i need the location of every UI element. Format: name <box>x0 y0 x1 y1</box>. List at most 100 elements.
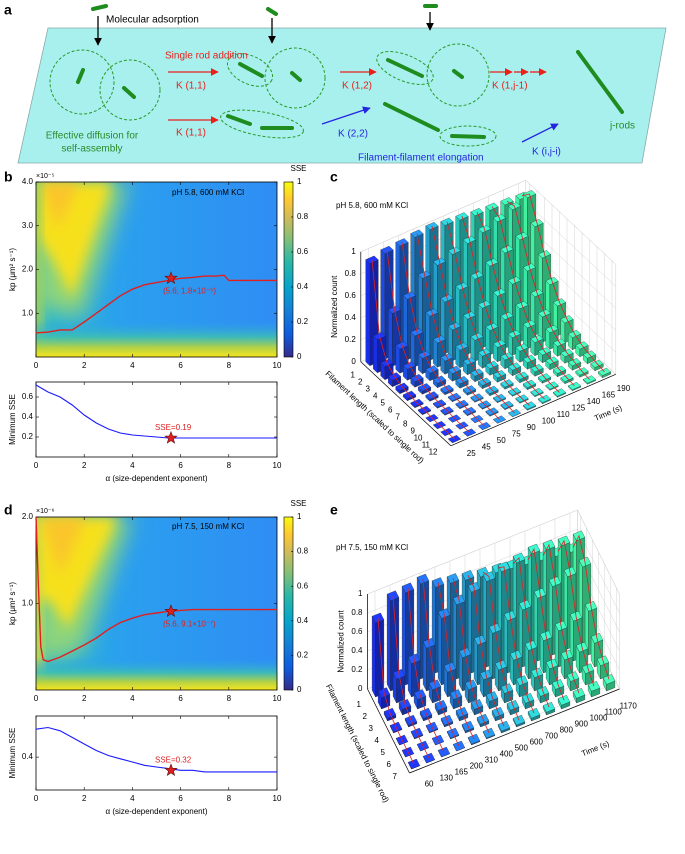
highlight-label: (5.6, 9.1×10⁻⁷) <box>163 619 216 628</box>
x-tick-label: 10 <box>273 794 282 803</box>
y-tick-label: 400 <box>500 749 514 758</box>
x-tick-label: 2 <box>82 361 87 370</box>
bar <box>575 341 589 358</box>
highlight-star <box>164 763 178 777</box>
data-line <box>35 384 277 439</box>
x-tick-label: 4 <box>373 392 378 401</box>
panel-label: b <box>4 169 13 185</box>
bar-face <box>422 641 427 692</box>
y-tick-label: 100 <box>542 416 556 425</box>
cluster-ellipse <box>226 53 274 87</box>
annotation: pH 5.8, 600 mM KCl <box>336 201 408 210</box>
x-tick-label: 3 <box>369 724 374 733</box>
diagram-label: Effective diffusion for <box>46 131 139 142</box>
y-tick-label: 310 <box>485 755 499 764</box>
x-tick-label: 2 <box>82 794 87 803</box>
bar <box>479 669 493 698</box>
bar-face <box>467 733 481 745</box>
bar <box>464 679 478 704</box>
x-tick-label: 8 <box>403 420 408 429</box>
bar-face <box>542 701 556 713</box>
rod <box>450 134 486 139</box>
bar <box>512 714 526 728</box>
y-tick-label: 1000 <box>590 713 608 722</box>
bar <box>581 663 595 686</box>
rate-label: K (1,1) <box>176 128 206 139</box>
bar-face <box>395 344 401 374</box>
z-tick-label: 1 <box>351 247 356 256</box>
bar <box>596 655 610 680</box>
highlight-star <box>164 604 178 618</box>
panel-label: c <box>330 169 338 185</box>
colorbar-tick-label: 0.2 <box>297 651 309 660</box>
colorbar-tick-label: 1 <box>297 177 302 186</box>
rod <box>576 50 624 114</box>
z-tick-label: 0.2 <box>345 335 357 344</box>
heatmap-image <box>36 517 277 690</box>
x-tick-label: 7 <box>393 772 398 781</box>
data-line <box>35 274 277 334</box>
y-tick-label: 4.0 <box>22 177 34 186</box>
grid-line <box>525 202 616 287</box>
bar-face <box>365 259 371 367</box>
y-tick-label: 75 <box>512 429 521 438</box>
cluster-ellipse <box>220 109 304 139</box>
z-tick-label: 0.6 <box>345 291 357 300</box>
fit-line <box>527 547 565 701</box>
highlight-label: SSE=0.32 <box>155 755 192 764</box>
bar-face <box>433 338 438 368</box>
x-tick-label: 4 <box>130 794 135 803</box>
bar <box>515 343 529 363</box>
y-tick-label: 2.0 <box>22 512 34 521</box>
colorbar-tick-label: 0.8 <box>297 212 309 221</box>
fit-line <box>407 587 445 753</box>
x-tick-label: 6 <box>178 694 183 703</box>
x-tick-label: 2 <box>82 461 87 470</box>
heatmap-image <box>36 182 277 357</box>
z-tick-label: 0.6 <box>351 627 363 636</box>
fit-line <box>437 582 475 740</box>
fit-line <box>452 578 490 734</box>
arrow <box>321 106 371 125</box>
x-tick-label: 1 <box>351 371 356 380</box>
bar-face <box>552 388 567 397</box>
plot-frame <box>35 381 278 458</box>
bar <box>470 699 484 716</box>
y-tick-label: 1170 <box>620 701 638 710</box>
rate-label: K (i,j-i) <box>532 147 561 158</box>
x-tick-label: 6 <box>388 406 393 415</box>
x-axis <box>367 688 410 774</box>
diagram: a Molecular adsorption Single rod additi… <box>4 2 667 164</box>
rate-label: K (1,j-1) <box>492 81 528 92</box>
rod <box>266 7 278 16</box>
grid-line <box>367 509 578 595</box>
panel-label: e <box>330 502 338 518</box>
y-axis-label: Minimum SSE <box>8 394 17 445</box>
data-line <box>35 726 277 773</box>
y-axis-label: Time (s) <box>580 739 611 758</box>
y-tick-label: 60 <box>425 779 434 788</box>
cluster-ellipse <box>439 125 497 147</box>
y-axis-label: Minimum SSE <box>8 728 17 779</box>
axis-multiplier: ×10⁻⁶ <box>36 508 55 515</box>
y-tick-label: 700 <box>545 731 559 740</box>
y-tick-label: 200 <box>470 761 484 770</box>
y-tick-label: 165 <box>602 390 616 399</box>
x-tick-label: 2 <box>82 694 87 703</box>
z-tick-label: 0.4 <box>345 313 357 322</box>
bar <box>410 374 424 388</box>
x-tick-label: 8 <box>227 361 232 370</box>
fit-line <box>446 221 530 406</box>
fit-line <box>497 566 535 714</box>
colorbar-label: SSE <box>290 499 306 508</box>
fit-line <box>482 571 520 721</box>
y-axis <box>450 373 616 447</box>
bar <box>527 707 541 722</box>
bar <box>371 612 385 698</box>
y-tick-label: 110 <box>557 410 570 419</box>
colorbar <box>283 181 294 358</box>
y-tick-label: 1.0 <box>22 308 34 317</box>
bar-face <box>373 335 378 374</box>
bar <box>545 658 559 686</box>
y-tick-label: 900 <box>575 719 589 728</box>
